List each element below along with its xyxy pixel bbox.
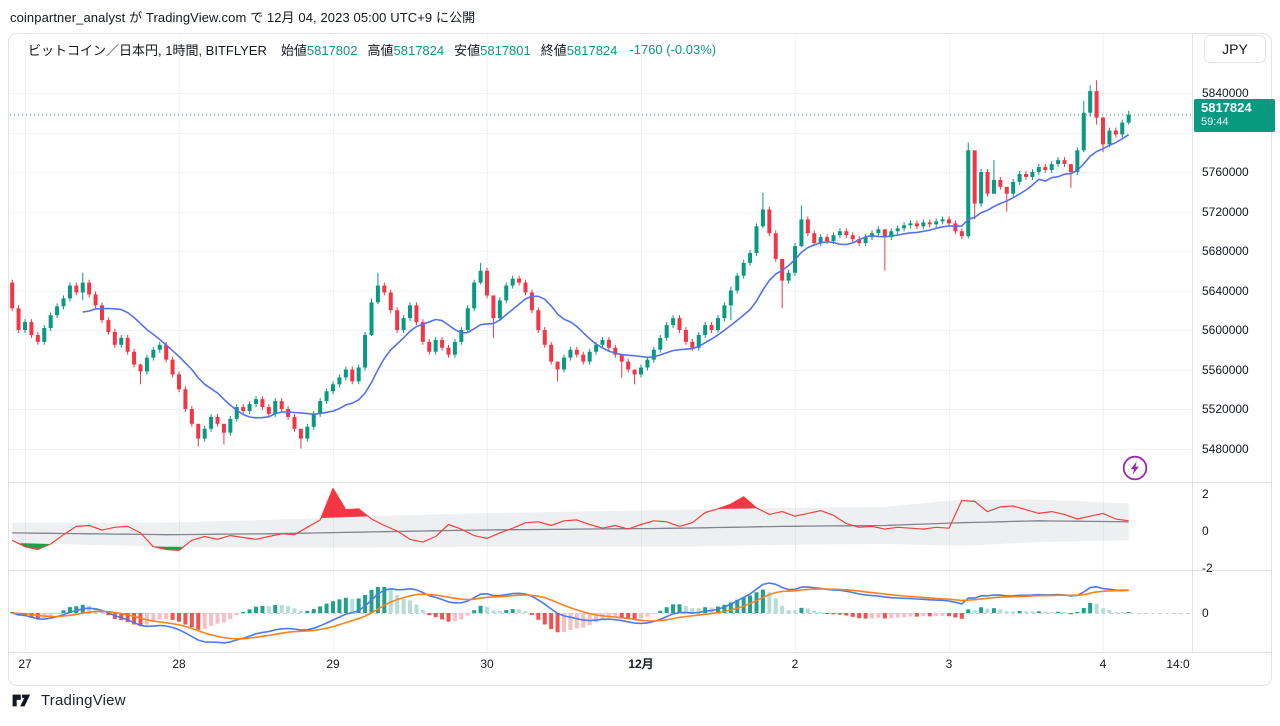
tradingview-brand-text[interactable]: TradingView <box>41 692 126 709</box>
attribution-text: coinpartner_analyst が TradingView.com で … <box>10 10 476 25</box>
legend-close: 終値5817824 <box>541 40 618 59</box>
ma-line <box>82 133 1130 419</box>
price-axis-label: 5520000 <box>1202 402 1249 416</box>
time-axis-label: 14:0 <box>1166 657 1190 671</box>
price-badge-countdown: 59:44 <box>1201 115 1229 128</box>
time-scale[interactable]: 27 28 29 30 12月 2 3 4 14:0 <box>8 652 1192 686</box>
time-axis-label: 30 <box>480 657 494 671</box>
price-badge-value: 5817824 <box>1201 99 1252 115</box>
boost-button[interactable] <box>1121 454 1149 482</box>
price-axis-label: 5560000 <box>1202 362 1249 377</box>
legend-symbol-title: ビットコイン／日本円, 1時間, BITFLYER <box>28 42 267 58</box>
price-axis-label: 5720000 <box>1202 204 1249 219</box>
legend-open: 始値5817802 <box>281 40 358 59</box>
time-axis-label: 3 <box>945 657 953 671</box>
legend-change: -1760 (-0.03%) <box>629 41 717 57</box>
legend-high: 高値5817824 <box>367 40 444 59</box>
open-value: 5817802 <box>306 42 358 58</box>
price-axis-label: 5600000 <box>1202 323 1249 337</box>
high-value: 5817824 <box>393 42 445 58</box>
open-label: 始値 <box>280 42 307 58</box>
price-axis-label: 5760000 <box>1202 165 1249 179</box>
macd-pane <box>10 582 1190 644</box>
tradingview-logo-icon[interactable] <box>12 692 33 709</box>
macd-axis-label: 0 <box>1202 606 1209 620</box>
time-axis-label: 28 <box>172 657 186 671</box>
price-badge: 5817824 59:44 <box>1194 98 1275 132</box>
time-axis-label: 27 <box>18 657 32 671</box>
close-label: 終値 <box>540 42 567 58</box>
time-axis-label: 12月 <box>628 657 654 671</box>
currency-button[interactable]: JPY <box>1204 35 1266 63</box>
price-axis-label: 5480000 <box>1202 441 1249 456</box>
oscillator-pane <box>11 487 1129 552</box>
time-axis-label: 29 <box>326 657 340 671</box>
price-scale[interactable]: 5817824 59:44 5840000 5760000 5720000 56800… <box>1193 33 1275 652</box>
low-label: 安値 <box>454 42 481 58</box>
oscillator-axis-label: 2 <box>1202 487 1209 501</box>
price-axis-label: 5640000 <box>1202 283 1249 298</box>
pane-separators[interactable] <box>8 33 1272 653</box>
price-axis-label: 5840000 <box>1202 86 1249 100</box>
legend-low: 安値5817801 <box>454 40 531 59</box>
time-axis-label: 4 <box>1099 657 1107 671</box>
symbol-legend: ビットコイン／日本円, 1時間, BITFLYER 始値5817802 高値58… <box>28 40 716 58</box>
oscillator-axis-label: 0 <box>1202 524 1209 538</box>
price-axis-label: 5680000 <box>1202 244 1249 258</box>
oscillator-axis-label: -2 <box>1202 561 1213 575</box>
footer: TradingView <box>12 692 126 709</box>
close-value: 5817824 <box>566 42 618 58</box>
lightning-icon <box>1122 455 1148 481</box>
candles <box>10 80 1131 449</box>
gridlines <box>9 33 1192 652</box>
time-axis-label: 2 <box>791 657 799 671</box>
high-label: 高値 <box>367 42 394 58</box>
low-value: 5817801 <box>480 42 531 58</box>
